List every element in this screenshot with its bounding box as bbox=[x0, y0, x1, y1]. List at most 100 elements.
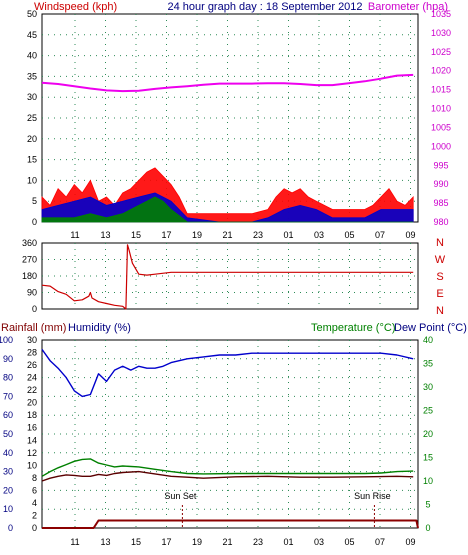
temperature-grid bbox=[42, 340, 418, 528]
humidity-tick-label: 60 bbox=[3, 410, 13, 420]
windspeed-tick-label: 25 bbox=[27, 113, 37, 123]
direction-tick-label: 360 bbox=[22, 238, 37, 248]
barometer-tick-label: 985 bbox=[433, 198, 448, 208]
compass-label: N bbox=[436, 237, 444, 249]
humidity-tick-labels: 0 10 20 30 40 50 60 70 80 90 100 bbox=[0, 335, 13, 533]
x-tick-label: 01 bbox=[283, 230, 293, 240]
rainfall-tick-label: 4 bbox=[32, 498, 37, 508]
x-tick-label: 19 bbox=[192, 230, 202, 240]
windspeed-tick-label: 0 bbox=[32, 217, 37, 227]
rainfall-tick-label: 2 bbox=[32, 510, 37, 520]
temperature-tick-label: 40 bbox=[423, 335, 433, 345]
temperature-tick-label: 15 bbox=[423, 453, 433, 463]
barometer-line bbox=[41, 73, 414, 93]
temperature-tick-labels: 0 5 10 15 20 25 30 35 40 bbox=[423, 335, 433, 533]
windspeed-tick-label: 35 bbox=[27, 71, 37, 81]
windspeed-tick-label: 40 bbox=[27, 51, 37, 61]
x-tick-label: 23 bbox=[253, 230, 263, 240]
barometer-tick-label: 1035 bbox=[431, 9, 451, 19]
x-tick-label: 01 bbox=[283, 537, 293, 547]
temperature-line bbox=[41, 458, 414, 477]
temperature-tick-label: 35 bbox=[423, 359, 433, 369]
x-tick-label: 17 bbox=[161, 230, 171, 240]
humidity-line bbox=[41, 348, 414, 398]
direction-plot-frame bbox=[41, 242, 419, 310]
humidity-tick-label: 40 bbox=[3, 448, 13, 458]
rainfall-tick-label: 16 bbox=[27, 423, 37, 433]
rainfall-tick-label: 0 bbox=[32, 523, 37, 533]
temperature-series-group bbox=[41, 348, 419, 529]
direction-tick-label: 180 bbox=[22, 271, 37, 281]
barometer-tick-label: 1005 bbox=[431, 122, 451, 132]
rainfall-tick-label: 26 bbox=[27, 360, 37, 370]
windspeed-tick-label: 45 bbox=[27, 30, 37, 40]
humidity-tick-label: 80 bbox=[3, 373, 13, 383]
windspeed-tick-labels: 0 5 10 15 20 25 30 35 40 45 50 bbox=[27, 9, 37, 227]
humidity-tick-label: 70 bbox=[3, 391, 13, 401]
x-tick-label: 15 bbox=[131, 537, 141, 547]
barometer-tick-label: 980 bbox=[433, 217, 448, 227]
dewpoint-axis-label: Dew Point (°C) bbox=[394, 322, 467, 334]
rainfall-line bbox=[42, 519, 419, 529]
windspeed-tick-label: 10 bbox=[27, 175, 37, 185]
rainfall-tick-label: 12 bbox=[27, 448, 37, 458]
barometer-axis-label: Barometer (hpa) bbox=[368, 1, 448, 13]
rainfall-tick-label: 6 bbox=[32, 485, 37, 495]
windspeed-tick-label: 5 bbox=[32, 196, 37, 206]
humidity-tick-label: 100 bbox=[0, 335, 13, 345]
x-tick-label: 03 bbox=[314, 537, 324, 547]
x-tick-label: 11 bbox=[70, 537, 79, 547]
rainfall-tick-label: 20 bbox=[27, 398, 37, 408]
temperature-axis-label: Temperature (°C) bbox=[311, 322, 395, 334]
barometer-tick-label: 1015 bbox=[431, 85, 451, 95]
sun-annotation: Sun Rise bbox=[354, 491, 391, 501]
rainfall-tick-label: 30 bbox=[27, 335, 37, 345]
x-tick-label: 09 bbox=[405, 537, 415, 547]
barometer-tick-label: 1020 bbox=[431, 66, 451, 76]
rainfall-axis-label: Rainfall (mm) bbox=[1, 322, 66, 334]
humidity-tick-label: 50 bbox=[3, 429, 13, 439]
temperature-plot-frame bbox=[41, 339, 419, 529]
barometer-tick-label: 990 bbox=[433, 179, 448, 189]
wind-series-group bbox=[41, 73, 414, 223]
x-tick-label: 03 bbox=[314, 230, 324, 240]
windspeed-tick-label: 20 bbox=[27, 134, 37, 144]
direction-tick-label: 90 bbox=[27, 288, 37, 298]
temperature-tick-label: 20 bbox=[423, 429, 433, 439]
windspeed-tick-label: 50 bbox=[27, 9, 37, 19]
wind-x-tick-labels: 11 13 15 17 19 21 23 01 03 05 07 09 bbox=[70, 230, 415, 240]
barometer-tick-label: 995 bbox=[433, 160, 448, 170]
humidity-tick-label: 10 bbox=[3, 504, 13, 514]
humidity-tick-label: 0 bbox=[8, 523, 13, 533]
temperature-tick-label: 10 bbox=[423, 476, 433, 486]
compass-label: N bbox=[436, 305, 444, 317]
direction-series-group bbox=[41, 244, 414, 310]
barometer-tick-labels: 980 985 990 995 1000 1005 1010 1015 1020 1025 1030… bbox=[431, 9, 451, 227]
dew-point-line bbox=[41, 470, 414, 482]
sun-annotations: Sun Set Sun Rise bbox=[164, 491, 391, 528]
x-tick-label: 13 bbox=[100, 230, 110, 240]
temperature-tick-label: 5 bbox=[425, 500, 430, 510]
average-wind-area bbox=[41, 196, 414, 223]
direction-grid bbox=[42, 243, 418, 309]
humidity-tick-label: 90 bbox=[3, 354, 13, 364]
barometer-tick-label: 1030 bbox=[431, 28, 451, 38]
rainfall-tick-label: 28 bbox=[27, 348, 37, 358]
temperature-x-tick-labels: 11 13 15 17 19 21 23 01 03 05 07 09 bbox=[70, 537, 415, 547]
x-tick-label: 21 bbox=[222, 230, 232, 240]
humidity-tick-label: 20 bbox=[3, 485, 13, 495]
x-tick-label: 07 bbox=[375, 230, 385, 240]
x-tick-label: 13 bbox=[100, 537, 110, 547]
x-tick-label: 05 bbox=[344, 537, 354, 547]
rainfall-tick-label: 14 bbox=[27, 435, 37, 445]
x-tick-label: 21 bbox=[222, 537, 232, 547]
windspeed-tick-label: 30 bbox=[27, 92, 37, 102]
x-tick-label: 09 bbox=[405, 230, 415, 240]
direction-tick-label: 270 bbox=[22, 255, 37, 265]
x-tick-label: 19 bbox=[192, 537, 202, 547]
